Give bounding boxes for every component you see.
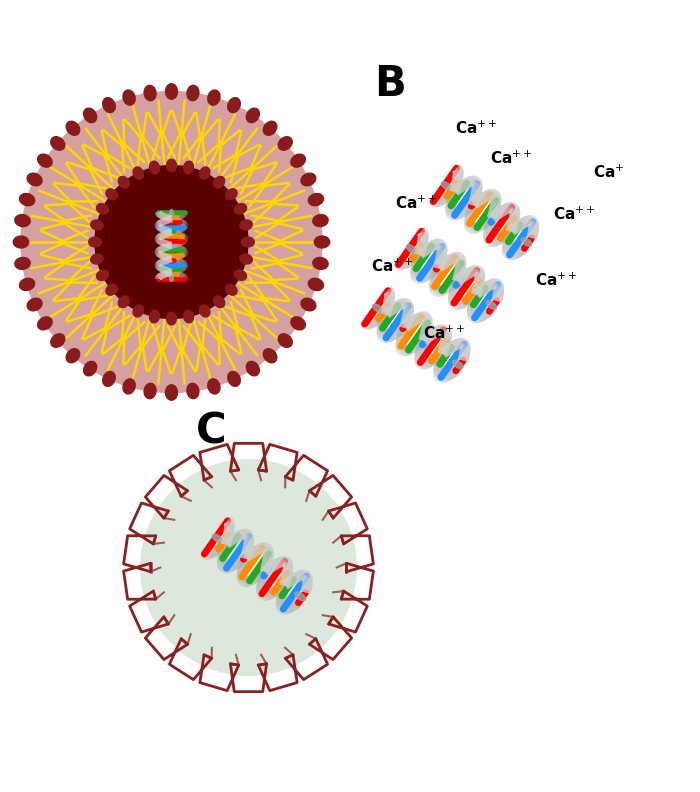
Text: Ca$^{++}$: Ca$^{++}$ (424, 325, 466, 341)
Ellipse shape (486, 301, 497, 309)
Circle shape (95, 166, 248, 318)
Ellipse shape (291, 154, 305, 167)
Ellipse shape (183, 162, 193, 173)
Ellipse shape (214, 177, 225, 188)
Ellipse shape (106, 284, 118, 295)
Ellipse shape (263, 348, 276, 363)
Circle shape (21, 92, 322, 393)
Ellipse shape (187, 86, 199, 101)
Ellipse shape (240, 220, 252, 230)
Ellipse shape (133, 305, 144, 317)
Ellipse shape (246, 361, 260, 376)
Text: B: B (374, 63, 406, 105)
Ellipse shape (314, 236, 330, 248)
Ellipse shape (167, 159, 176, 172)
Ellipse shape (123, 90, 135, 105)
Ellipse shape (521, 238, 532, 246)
Ellipse shape (118, 177, 130, 188)
Text: C: C (196, 410, 227, 452)
Ellipse shape (183, 310, 193, 323)
Ellipse shape (20, 193, 35, 206)
Ellipse shape (27, 299, 42, 310)
Ellipse shape (133, 167, 144, 179)
Ellipse shape (15, 215, 30, 227)
Ellipse shape (241, 237, 254, 247)
Ellipse shape (91, 220, 103, 230)
Text: Ca$^{++}$: Ca$^{++}$ (553, 205, 595, 223)
Ellipse shape (51, 333, 65, 348)
Ellipse shape (199, 305, 210, 317)
Ellipse shape (246, 109, 260, 123)
Ellipse shape (13, 236, 29, 248)
Ellipse shape (295, 592, 306, 600)
Ellipse shape (103, 371, 116, 386)
Ellipse shape (452, 360, 463, 369)
Circle shape (141, 459, 356, 676)
Ellipse shape (15, 257, 30, 269)
Ellipse shape (212, 535, 223, 543)
Ellipse shape (103, 97, 116, 112)
Ellipse shape (169, 210, 174, 218)
Ellipse shape (150, 310, 160, 323)
Ellipse shape (313, 257, 328, 269)
Ellipse shape (144, 86, 156, 101)
Ellipse shape (291, 317, 305, 330)
Ellipse shape (91, 254, 103, 264)
Ellipse shape (225, 188, 237, 200)
Ellipse shape (228, 97, 240, 112)
Text: Ca$^{++}$: Ca$^{++}$ (395, 195, 438, 212)
Ellipse shape (38, 317, 52, 330)
Ellipse shape (165, 385, 177, 400)
Ellipse shape (51, 137, 65, 150)
Ellipse shape (83, 109, 97, 123)
Ellipse shape (308, 193, 323, 206)
Ellipse shape (228, 371, 240, 386)
Ellipse shape (20, 278, 35, 291)
Ellipse shape (97, 204, 108, 214)
Ellipse shape (166, 84, 178, 99)
Ellipse shape (38, 154, 52, 167)
Ellipse shape (313, 215, 328, 227)
Ellipse shape (89, 237, 102, 247)
Ellipse shape (234, 270, 246, 280)
Ellipse shape (406, 245, 417, 253)
Ellipse shape (441, 181, 452, 190)
Ellipse shape (240, 254, 252, 264)
Ellipse shape (144, 383, 156, 398)
Text: Ca$^{++}$: Ca$^{++}$ (536, 272, 578, 289)
Ellipse shape (263, 121, 276, 135)
Ellipse shape (301, 299, 316, 310)
Text: Ca$^{+}$: Ca$^{+}$ (594, 163, 624, 181)
Ellipse shape (234, 204, 246, 214)
Ellipse shape (208, 379, 220, 394)
Ellipse shape (167, 312, 176, 325)
Ellipse shape (150, 162, 160, 173)
Ellipse shape (199, 167, 210, 179)
Ellipse shape (97, 270, 108, 280)
Ellipse shape (214, 296, 225, 307)
Ellipse shape (372, 304, 384, 313)
Ellipse shape (187, 383, 199, 398)
Ellipse shape (106, 188, 118, 200)
Text: Ca$^{++}$: Ca$^{++}$ (371, 258, 413, 275)
Ellipse shape (301, 173, 316, 186)
Ellipse shape (83, 361, 97, 376)
Ellipse shape (123, 379, 135, 394)
Ellipse shape (225, 284, 237, 295)
Text: Ca$^{++}$: Ca$^{++}$ (455, 120, 497, 137)
Ellipse shape (66, 121, 80, 135)
Text: Ca$^{++}$: Ca$^{++}$ (490, 150, 532, 166)
Ellipse shape (278, 137, 292, 150)
Ellipse shape (278, 333, 292, 348)
Ellipse shape (118, 296, 130, 307)
Ellipse shape (169, 273, 174, 281)
Ellipse shape (27, 173, 42, 186)
Ellipse shape (66, 348, 80, 363)
Ellipse shape (308, 278, 323, 291)
Ellipse shape (208, 90, 220, 105)
